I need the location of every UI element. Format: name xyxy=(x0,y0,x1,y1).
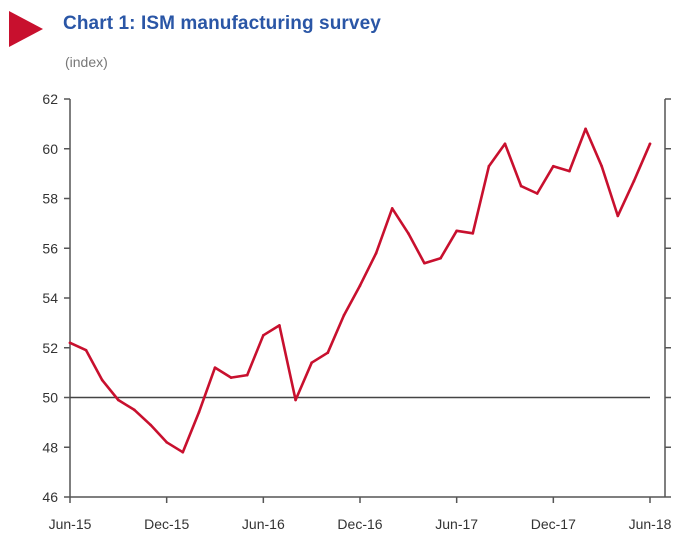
data-point xyxy=(310,361,313,364)
series-group xyxy=(68,127,652,454)
data-point xyxy=(262,334,265,337)
data-point xyxy=(84,348,88,352)
data-point xyxy=(213,366,217,369)
y-tick-label: 52 xyxy=(42,340,58,356)
title-marker-icon xyxy=(9,11,43,47)
x-tick-label: Dec-16 xyxy=(337,516,382,532)
data-point xyxy=(407,232,410,235)
data-point xyxy=(648,142,652,146)
y-tick-label: 60 xyxy=(42,141,58,157)
data-point xyxy=(439,256,442,260)
data-point xyxy=(600,164,603,168)
x-tick-label: Jun-18 xyxy=(629,516,672,532)
data-point xyxy=(133,408,136,412)
data-point xyxy=(68,341,72,345)
data-point xyxy=(455,229,458,233)
data-point xyxy=(181,450,185,454)
x-tick-label: Jun-15 xyxy=(49,516,92,532)
data-point xyxy=(197,411,201,414)
y-tick-label: 48 xyxy=(42,439,58,455)
y-tick-label: 62 xyxy=(42,91,58,107)
data-point xyxy=(616,214,620,218)
tick-labels: 46 48 50 52 54 56 58 60 62 Jun-15 Dec-15 Jun-16 Dec-… xyxy=(42,91,671,532)
data-point xyxy=(358,284,362,287)
data-point xyxy=(165,440,168,444)
data-point xyxy=(100,378,104,382)
data-point xyxy=(535,192,539,195)
data-point xyxy=(503,142,507,146)
data-point xyxy=(374,251,378,255)
data-point xyxy=(149,423,152,427)
y-tick-label: 54 xyxy=(42,290,58,306)
data-point xyxy=(584,127,587,131)
y-tick-label: 50 xyxy=(42,390,58,406)
data-point xyxy=(278,324,281,327)
data-point xyxy=(568,169,571,173)
data-point xyxy=(117,398,120,402)
axes xyxy=(64,98,671,503)
x-tick-label: Jun-17 xyxy=(435,516,478,532)
data-point xyxy=(326,351,330,355)
data-point xyxy=(342,314,346,317)
data-point xyxy=(632,179,636,183)
data-point xyxy=(390,207,394,210)
data-point xyxy=(294,398,297,402)
data-point xyxy=(471,232,475,235)
data-point xyxy=(229,376,233,379)
x-tick-label: Dec-17 xyxy=(531,516,576,532)
ism-series-line xyxy=(68,127,652,454)
x-tick-label: Jun-16 xyxy=(242,516,285,532)
x-tick-label: Dec-15 xyxy=(144,516,189,532)
data-point xyxy=(552,164,555,168)
y-tick-label: 56 xyxy=(42,240,58,256)
data-point xyxy=(423,261,426,265)
y-tick-label: 58 xyxy=(42,191,58,207)
data-point xyxy=(487,164,491,168)
chart-title: Chart 1: ISM manufacturing survey xyxy=(63,13,381,34)
y-tick-label: 46 xyxy=(42,489,58,505)
data-point xyxy=(519,184,523,188)
chart-subtitle: (index) xyxy=(65,54,108,70)
data-point xyxy=(245,373,249,377)
